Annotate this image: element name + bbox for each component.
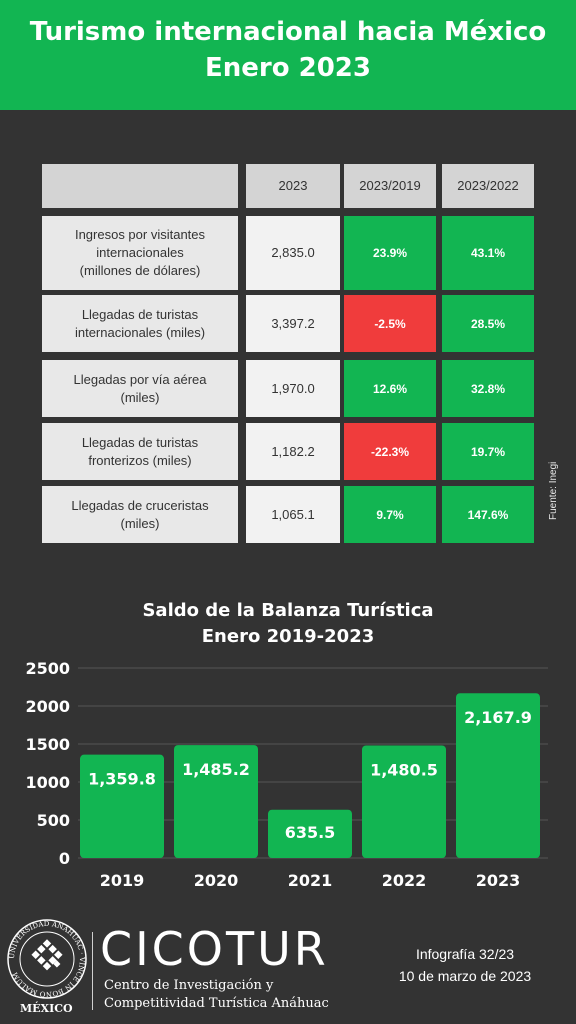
source-note: Fuente: Inegi [548,461,559,520]
bar-data-label: 1,480.5 [370,760,438,779]
bar [80,754,164,858]
row-label: Llegadas de turistas internacionales (mil… [42,295,238,352]
row-label-line: (miles) [120,515,160,531]
row-label: Llegadas de cruceristas (miles) [42,486,238,543]
value-2023: 1,970.0 [246,360,340,417]
row-label-line: Llegadas de cruceristas [71,497,209,513]
bar-data-label: 1,359.8 [88,770,156,789]
bar [268,809,352,858]
row-label-line: (millones de dólares) [79,263,201,278]
cicotur-logo-text: CICOTUR [100,922,329,976]
row-label: Ingresos por visitantes internacionales (m… [42,216,238,290]
bar-data-label: 1,485.2 [182,760,250,779]
footer-divider [92,932,93,1010]
x-tick-label: 2022 [382,871,427,890]
x-tick-label: 2020 [194,871,239,890]
value-2023: 3,397.2 [246,295,340,352]
value-2023: 2,835.0 [246,216,340,290]
x-tick-label: 2021 [288,871,333,890]
y-tick-label: 2500 [25,659,70,678]
page-title-line1: Turismo internacional hacia México [29,17,547,47]
change-vs-2019: 12.6% [344,360,436,417]
table-header-cell: 2023/2022 [442,164,534,208]
row-label-line: (miles) [120,389,160,405]
table-header-cell [42,164,238,208]
change-vs-2022: 43.1% [442,216,534,290]
change-vs-2019: 9.7% [344,486,436,543]
cicotur-subtitle-line2: Competitividad Turística Anáhuac [104,996,329,1011]
row-label-line: Llegadas de turistas [81,306,199,322]
change-vs-2019: -22.3% [344,423,436,480]
chart-title-line1: Saldo de la Balanza Turística [142,600,434,621]
value-2023: 1,182.2 [246,423,340,480]
university-seal-logo: UNIVERSIDAD ANÁHUAC · VINCE IN BONO MALU… [7,919,87,999]
change-vs-2019: -2.5% [344,295,436,352]
table-header-cell: 2023/2019 [344,164,436,208]
change-vs-2022: 19.7% [442,423,534,480]
value-2023: 1,065.1 [246,486,340,543]
table-header-cell: 2023 [246,164,340,208]
country-label: MÉXICO [20,1002,73,1015]
x-tick-label: 2023 [476,871,521,890]
row-label: Llegadas de turistas fronterizos (miles) [42,423,238,480]
row-label-line: Llegadas por vía aérea [73,371,207,387]
chart-title-line2: Enero 2019-2023 [201,626,375,647]
row-label-line: internacionales (miles) [74,324,206,340]
header-banner: Turismo internacional hacia México Enero… [0,0,576,110]
infographic-number: Infografía 32/23 [415,946,515,962]
publication-date: 10 de marzo de 2023 [398,968,532,984]
change-vs-2022: 28.5% [442,295,534,352]
chart-title: Saldo de la Balanza Turística Enero 2019… [0,598,576,650]
change-vs-2022: 147.6% [442,486,534,543]
x-tick-label: 2019 [100,871,145,890]
row-label: Llegadas por vía aérea (miles) [42,360,238,417]
y-tick-label: 2000 [25,697,70,716]
bar [456,693,540,858]
y-tick-label: 1500 [25,735,70,754]
bar-data-label: 635.5 [285,823,336,842]
row-label-line: internacionales [96,245,184,260]
row-label-line: Ingresos por visitantes [74,227,206,242]
change-vs-2019: 23.9% [344,216,436,290]
bar-data-label: 2,167.9 [464,708,532,727]
row-label-line: Llegadas de turistas [81,434,199,450]
y-tick-label: 500 [37,811,70,830]
bar [174,745,258,858]
y-tick-label: 0 [59,849,70,868]
footer: UNIVERSIDAD ANÁHUAC · VINCE IN BONO MALU… [0,910,576,1024]
change-vs-2022: 32.8% [442,360,534,417]
balance-bar-chart: 0 500 1000 1500 2000 2500 1,359.8 2019 1,485.2 20… [25,659,548,890]
bar [362,745,446,858]
page-title-line2: Enero 2023 [204,53,371,83]
y-tick-label: 1000 [25,773,70,792]
row-label-line: fronterizos (miles) [88,452,192,468]
cicotur-subtitle-line1: Centro de Investigación y [104,978,274,993]
